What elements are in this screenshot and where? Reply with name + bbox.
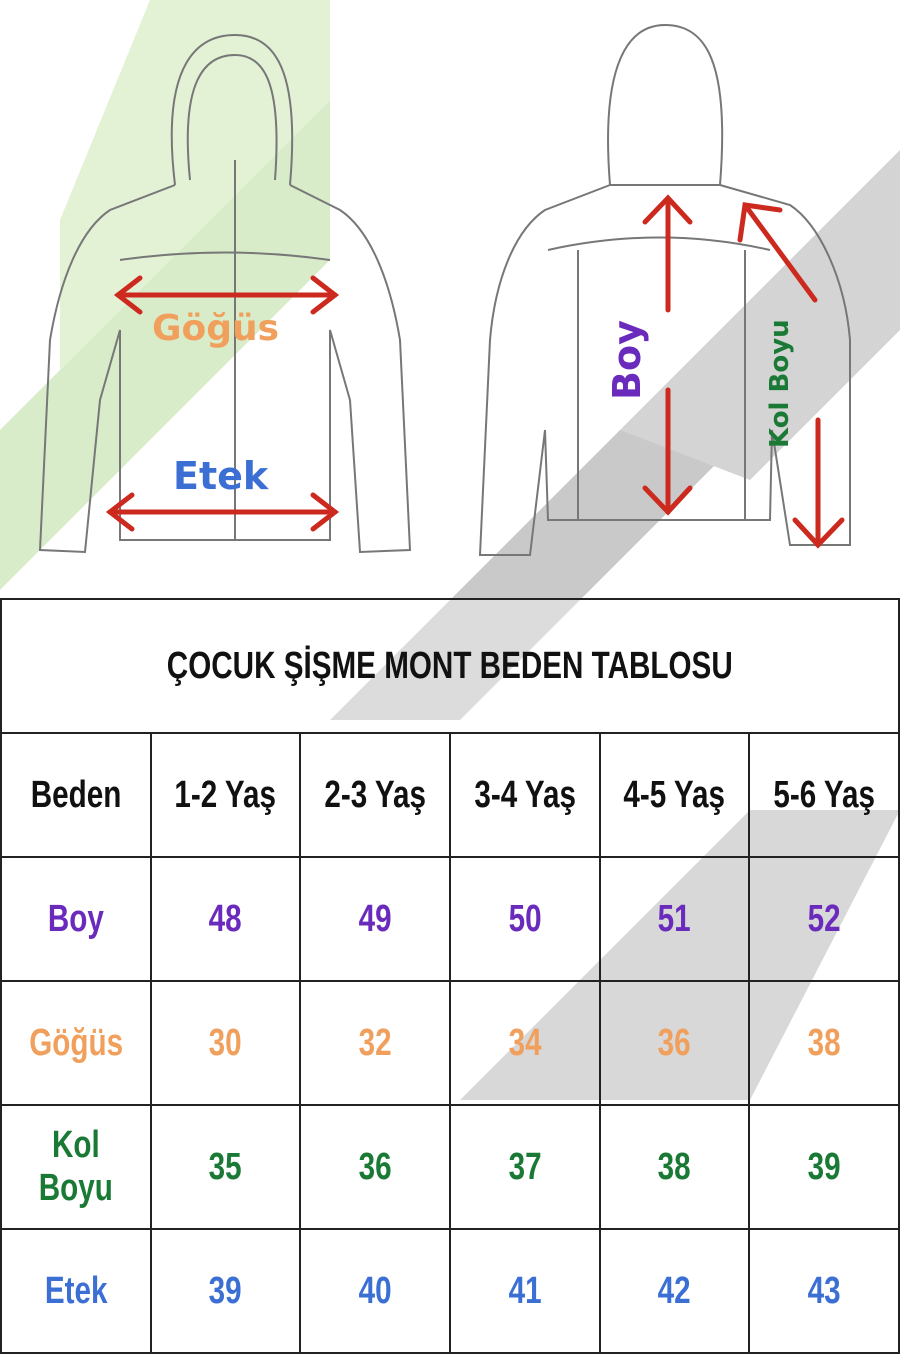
length-label: Boy (605, 320, 649, 400)
header-cell: 4-5 Yaş (598, 732, 751, 858)
cell: 49 (299, 856, 451, 982)
cell: 32 (299, 980, 451, 1106)
cell: 48 (149, 856, 302, 982)
cell: 39 (748, 1104, 900, 1230)
jacket-back-drawing (478, 23, 851, 556)
row-label: Boy (0, 856, 152, 982)
table-row: Boy 48 49 50 51 52 (0, 856, 900, 982)
cell: 43 (748, 1228, 900, 1354)
header-cell: 3-4 Yaş (448, 732, 601, 858)
cell: 51 (598, 856, 751, 982)
cell: 38 (598, 1104, 751, 1230)
row-label: Kol Boyu (0, 1104, 152, 1230)
row-label: Etek (0, 1228, 152, 1354)
cell: 36 (299, 1104, 451, 1230)
cell: 35 (149, 1104, 302, 1230)
table-header-row: Beden 1-2 Yaş 2-3 Yaş 3-4 Yaş 4-5 Yaş 5-… (0, 732, 900, 858)
cell: 36 (598, 980, 751, 1106)
cell: 40 (299, 1228, 451, 1354)
cell: 37 (448, 1104, 601, 1230)
jacket-front-drawing (38, 33, 412, 554)
cell: 34 (448, 980, 601, 1106)
table-title: ÇOCUK ŞİŞME MONT BEDEN TABLOSU (0, 598, 900, 734)
cell: 41 (448, 1228, 601, 1354)
size-table: ÇOCUK ŞİŞME MONT BEDEN TABLOSU Beden 1-2… (0, 598, 900, 1354)
sleeve-label: Kol Boyu (765, 319, 795, 448)
cell: 30 (149, 980, 302, 1106)
table-row: Etek 39 40 41 42 43 (0, 1228, 900, 1354)
cell: 38 (748, 980, 900, 1106)
header-cell: 2-3 Yaş (299, 732, 451, 858)
chest-label: Göğüs (152, 308, 280, 349)
header-cell: 5-6 Yaş (748, 732, 900, 858)
table-row: Kol Boyu 35 36 37 38 39 (0, 1104, 900, 1230)
row-label: Göğüs (0, 980, 152, 1106)
cell: 50 (448, 856, 601, 982)
cell: 52 (748, 856, 900, 982)
cell: 39 (149, 1228, 302, 1354)
header-cell: Beden (0, 732, 152, 858)
measurement-arrows (105, 194, 845, 549)
cell: 42 (598, 1228, 751, 1354)
hem-label: Etek (173, 454, 269, 498)
header-cell: 1-2 Yaş (149, 732, 302, 858)
table-row: Göğüs 30 32 34 36 38 (0, 980, 900, 1106)
